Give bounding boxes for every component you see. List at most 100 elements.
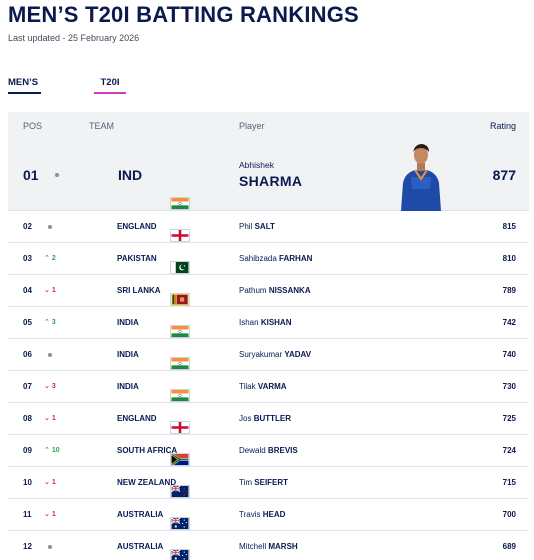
player-last-name: HEAD: [262, 510, 286, 519]
movement-value: 10: [51, 447, 60, 454]
table-row[interactable]: 11 ⌄ 1 AUSTRALIA Travis HEAD 700: [8, 499, 529, 531]
player-first-name: Sahibzada: [239, 254, 277, 263]
leader-row[interactable]: 01 IND Abhishek SHARMA 877: [8, 139, 529, 211]
tab-mens[interactable]: MEN’S: [8, 72, 41, 94]
row-player[interactable]: Pathum NISSANKA: [239, 286, 311, 295]
table-row[interactable]: 10 ⌄ 1 NEW ZEALAND Tim SEIFERT 715: [8, 467, 529, 499]
row-team: SRI LANKA: [117, 286, 161, 295]
row-position: 04: [23, 286, 32, 295]
tab-t20i[interactable]: T20I: [94, 72, 126, 94]
last-updated: Last updated - 25 February 2026: [8, 33, 140, 43]
row-player[interactable]: Mitchell MARSH: [239, 542, 298, 551]
row-player[interactable]: Phil SALT: [239, 222, 275, 231]
row-rating: 700: [502, 510, 516, 519]
row-team: ENGLAND: [117, 414, 157, 423]
player-first-name: Ishan: [239, 318, 259, 327]
player-first-name: Dewald: [239, 446, 266, 455]
india-flag-icon: [89, 348, 190, 370]
table-row[interactable]: 06 INDIA Suryakumar YADAV 740: [8, 339, 529, 371]
row-position: 10: [23, 478, 32, 487]
row-player[interactable]: Tilak VARMA: [239, 382, 287, 391]
player-last-name: BREVIS: [267, 446, 298, 455]
row-player[interactable]: Dewald BREVIS: [239, 446, 298, 455]
player-last-name: VARMA: [257, 382, 287, 391]
page-title: MEN’S T20I BATTING RANKINGS: [8, 2, 359, 27]
row-player[interactable]: Jos BUTTLER: [239, 414, 291, 423]
table-row[interactable]: 03 ⌃ 2 PAKISTAN Sahibzada FARHAN 810: [8, 243, 529, 275]
row-player[interactable]: Ishan KISHAN: [239, 318, 291, 327]
row-team: INDIA: [117, 382, 139, 391]
arrow-down-icon: ⌄: [44, 287, 50, 294]
row-player[interactable]: Tim SEIFERT: [239, 478, 288, 487]
row-rating: 730: [502, 382, 516, 391]
row-team: NEW ZEALAND: [117, 478, 177, 487]
pakistan-flag-icon: [89, 252, 190, 274]
table-row[interactable]: 07 ⌄ 3 INDIA Tilak VARMA 730: [8, 371, 529, 403]
leader-first-name: Abhishek: [239, 160, 274, 170]
movement-up: ⌃ 2: [44, 254, 56, 262]
table-row[interactable]: 04 ⌄ 1 SRI LANKA Pathum NISSANKA 789: [8, 275, 529, 307]
player-photo: [397, 139, 445, 211]
row-player[interactable]: Travis HEAD: [239, 510, 285, 519]
movement-down: ⌄ 1: [44, 478, 56, 486]
header-team: TEAM: [89, 121, 115, 131]
row-position: 02: [23, 222, 32, 231]
row-player[interactable]: Sahibzada FARHAN: [239, 254, 312, 263]
movement-value: 3: [51, 383, 56, 390]
table-row[interactable]: 05 ⌃ 3 INDIA Ishan KISHAN 742: [8, 307, 529, 339]
row-team: INDIA: [117, 350, 139, 359]
row-position: 06: [23, 350, 32, 359]
player-first-name: Phil: [239, 222, 253, 231]
table-row[interactable]: 12 AUSTRALIA Mitchell MARSH 689: [8, 531, 529, 560]
australia-flag-icon: [89, 540, 190, 560]
row-position: 03: [23, 254, 32, 263]
player-last-name: KISHAN: [260, 318, 292, 327]
arrow-down-icon: ⌄: [44, 415, 50, 422]
table-row[interactable]: 09 ⌃ 10 SOUTH AFRICA Dewald BREVIS 724: [8, 435, 529, 467]
table-row[interactable]: 08 ⌄ 1 ENGLAND Jos BUTTLER 725: [8, 403, 529, 435]
leader-team: IND: [118, 167, 143, 183]
header-player: Player: [239, 121, 265, 131]
no-change-dot-icon: [48, 545, 52, 549]
movement-value: 1: [51, 479, 56, 486]
movement-down: ⌄ 1: [44, 414, 56, 422]
movement-down: ⌄ 1: [44, 510, 56, 518]
player-first-name: Jos: [239, 414, 252, 423]
rankings-table: POS TEAM Player Rating 01 IND Abhishek S…: [8, 112, 529, 560]
table-header: POS TEAM Player Rating: [8, 112, 529, 139]
player-last-name: BUTTLER: [253, 414, 292, 423]
new-zealand-flag-icon: [89, 476, 190, 498]
row-team: AUSTRALIA: [117, 542, 164, 551]
row-player[interactable]: Suryakumar YADAV: [239, 350, 311, 359]
movement-up: ⌃ 10: [44, 446, 60, 454]
row-rating: 725: [502, 414, 516, 423]
header-pos: POS: [23, 121, 43, 131]
row-team: INDIA: [117, 318, 139, 327]
row-rating: 724: [502, 446, 516, 455]
movement-down: ⌄ 3: [44, 382, 56, 390]
player-last-name: NISSANKA: [268, 286, 311, 295]
player-last-name: SEIFERT: [254, 478, 289, 487]
row-position: 05: [23, 318, 32, 327]
no-change-dot-icon: [48, 353, 52, 357]
movement-value: 1: [51, 415, 56, 422]
player-first-name: Tilak: [239, 382, 256, 391]
no-change-dot-icon: [55, 173, 59, 177]
tab-bar: MEN’S T20I: [8, 72, 528, 96]
player-first-name: Mitchell: [239, 542, 267, 551]
table-row[interactable]: 02 ENGLAND Phil SALT 815: [8, 211, 529, 243]
sri-lanka-flag-icon: [89, 284, 190, 306]
header-rating: Rating: [489, 121, 516, 131]
australia-flag-icon: [89, 508, 190, 530]
row-rating: 689: [502, 542, 516, 551]
leader-last-name: SHARMA: [239, 173, 303, 189]
india-flag-icon: [89, 316, 190, 338]
movement-value: 1: [51, 511, 56, 518]
player-last-name: SALT: [254, 222, 275, 231]
row-position: 08: [23, 414, 32, 423]
player-first-name: Tim: [239, 478, 253, 487]
movement-up: ⌃ 3: [44, 318, 56, 326]
player-last-name: MARSH: [268, 542, 298, 551]
south-africa-flag-icon: [89, 444, 190, 466]
arrow-down-icon: ⌄: [44, 511, 50, 518]
